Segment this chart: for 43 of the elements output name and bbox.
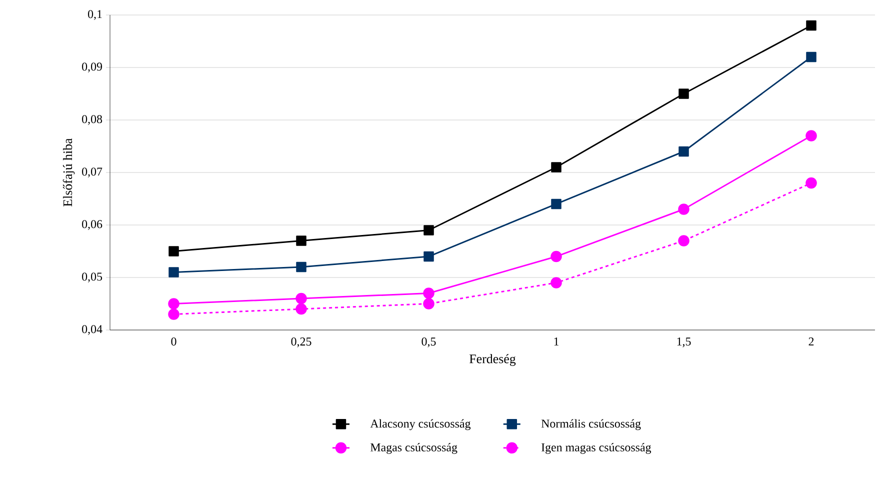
point [423, 298, 434, 310]
x-tick-label: 1,5 [677, 338, 691, 348]
point [806, 20, 816, 31]
point [168, 308, 180, 320]
point [168, 298, 180, 310]
point [296, 303, 307, 315]
point [168, 246, 179, 256]
point [296, 262, 306, 272]
y-tick-label: 0,1 [88, 10, 102, 20]
x-tick-label: 0,5 [422, 338, 436, 348]
point [296, 236, 306, 246]
y-tick-label: 0,09 [82, 62, 102, 72]
x-tick-label: 0 [171, 338, 176, 346]
point [806, 130, 817, 142]
legend-label: Alacsony csúcsosság [370, 419, 471, 430]
x-tick-label: 2 [808, 338, 814, 346]
x-tick-label: 0,25 [291, 338, 312, 348]
y-tick-label: 0,04 [82, 325, 102, 335]
y-tick-label: 0,07 [82, 168, 102, 178]
point [806, 177, 817, 189]
y-tick-label: 0,05 [82, 272, 102, 282]
x-tick-label: 1 [554, 338, 559, 346]
point [424, 251, 434, 262]
point [550, 250, 562, 262]
point [678, 88, 689, 99]
point [678, 235, 690, 246]
legend-label: Igen magas csúcsosság [542, 442, 652, 454]
point [296, 292, 307, 304]
y-tick-label: 0,08 [82, 115, 102, 125]
legend-label: Normális csúcsosság [541, 419, 641, 430]
y-tick-label: 0,06 [82, 220, 102, 230]
legend-label: Magas csúcsosság [370, 442, 458, 454]
point [806, 52, 816, 62]
point [678, 204, 690, 215]
point [424, 225, 434, 236]
point [678, 146, 689, 157]
point [550, 277, 562, 288]
point [168, 267, 179, 278]
x-axis-title: Ferdeség [470, 354, 516, 366]
y-axis-title: Elsőfajú hiba [62, 138, 75, 206]
point [423, 288, 434, 299]
point [551, 162, 562, 172]
point [551, 198, 562, 210]
